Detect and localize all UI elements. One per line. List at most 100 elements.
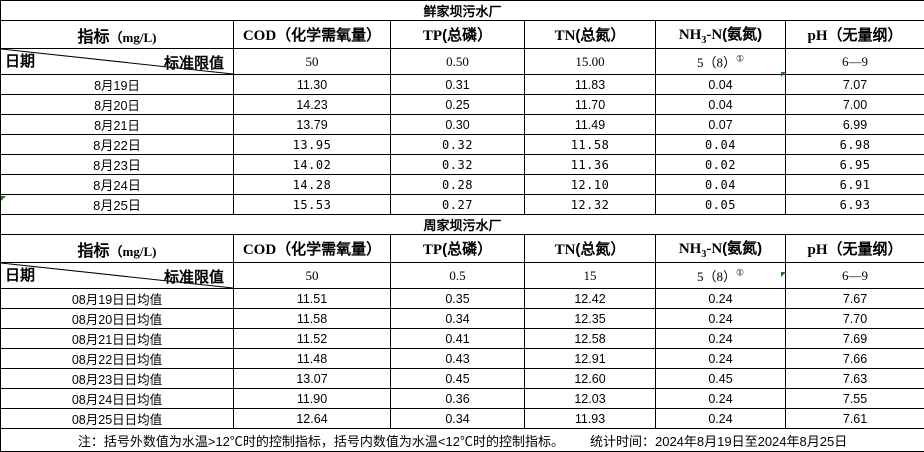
cell-nh3n: 0.04: [656, 95, 786, 115]
cell-ph: 6.93: [786, 195, 924, 215]
limit-nh3n-footnote-marker-1: ①: [736, 54, 744, 64]
cell-ph: 7.00: [786, 95, 924, 115]
cell-ph: 7.70: [786, 309, 924, 329]
table-row: 8月22日 13.95 0.32 11.58 0.04 6.98: [1, 135, 924, 155]
cell-date: 08月24日日均值: [1, 389, 234, 409]
column-header-row-1: 指标（mg/L) COD（化学需氧量） TP(总磷） TN(总氮） NH3-N(…: [1, 21, 924, 49]
cell-date: 8月25日: [1, 195, 234, 215]
table-row: 08月24日日均值 11.90 0.36 12.03 0.24 7.55: [1, 389, 924, 409]
cell-nh3n: 0.24: [656, 389, 786, 409]
cell-tn: 12.91: [525, 349, 656, 369]
limit-axis-label-1: 标准限值: [164, 52, 224, 73]
cell-cod: 13.95: [234, 135, 391, 155]
limit-tn-1: 15.00: [525, 49, 656, 75]
plant-title-1: 鲜家坝污水厂: [1, 1, 924, 21]
cell-tn: 11.70: [525, 95, 656, 115]
limit-cod-1: 50: [234, 49, 391, 75]
cell-tn: 12.03: [525, 389, 656, 409]
cell-nh3n: 0.24: [656, 289, 786, 309]
header-cod-2: COD（化学需氧量）: [234, 235, 391, 263]
cell-tp: 0.31: [391, 75, 525, 95]
cell-cod: 11.58: [234, 309, 391, 329]
cell-ph: 7.67: [786, 289, 924, 309]
cell-cod: 12.64: [234, 409, 391, 429]
standard-limit-row-2: 日期 标准限值 50 0.5 15 5（8）① 6—9: [1, 263, 924, 289]
cell-nh3n: 0.07: [656, 115, 786, 135]
cell-cod: 13.79: [234, 115, 391, 135]
cell-tn: 11.58: [525, 135, 656, 155]
cell-nh3n: 0.24: [656, 349, 786, 369]
cell-nh3n: 0.04: [656, 75, 786, 95]
cell-ph: 7.07: [786, 75, 924, 95]
header-nh3n-2: NH3-N(氨氮): [656, 235, 786, 263]
header-nh3n-cn-1: (氨氮): [722, 26, 762, 43]
cell-tp: 0.41: [391, 329, 525, 349]
limit-tp-2: 0.5: [391, 263, 525, 289]
header-nh3n-cn-2: (氨氮): [722, 240, 762, 257]
cell-cod: 11.52: [234, 329, 391, 349]
index-header-1: 指标（mg/L): [1, 21, 234, 49]
statistics-period: 2024年8月19日至2024年8月25日: [655, 434, 847, 449]
limit-cod-2: 50: [234, 263, 391, 289]
cell-tn: 11.93: [525, 409, 656, 429]
cell-ph: 7.69: [786, 329, 924, 349]
header-tp-cn-2: (总磷）: [442, 241, 492, 258]
cell-date: 08月25日日均值: [1, 409, 234, 429]
header-tn-cn-2: (总氮）: [575, 241, 625, 258]
header-cod-name-1: COD: [243, 28, 276, 44]
cell-cod: 13.07: [234, 369, 391, 389]
limit-nh3n-2: 5（8）①: [656, 263, 786, 289]
limit-nh3n-value-1: 5（8）: [697, 55, 736, 70]
cell-date: 8月21日: [1, 115, 234, 135]
cell-cod: 11.30: [234, 75, 391, 95]
header-tp-cn-1: (总磷）: [442, 27, 492, 44]
header-cod-name-2: COD: [243, 242, 276, 258]
table-row: 8月25日 15.53 0.27 12.32 0.05 6.93: [1, 195, 924, 215]
table-row: 08月22日日均值 11.48 0.43 12.91 0.24 7.66: [1, 349, 924, 369]
index-unit-2: （mg/L): [110, 244, 157, 259]
header-nh3n-name-2: NH3-N: [679, 241, 722, 257]
cell-ph: 7.61: [786, 409, 924, 429]
table-row: 8月24日 14.28 0.28 12.10 0.04 6.91: [1, 175, 924, 195]
cell-tp: 0.43: [391, 349, 525, 369]
table-row: 8月19日 11.30 0.31 11.83 0.04 7.07: [1, 75, 924, 95]
table-row: 8月21日 13.79 0.30 11.49 0.07 6.99: [1, 115, 924, 135]
header-ph-cn-1: （无量纲）: [828, 27, 903, 44]
date-axis-label-2: 日期: [5, 264, 35, 285]
cell-tn: 12.35: [525, 309, 656, 329]
header-nh3n-name-1: NH3-N: [679, 27, 722, 43]
header-cod-cn-2: （化学需氧量）: [276, 241, 381, 258]
limit-tp-1: 0.50: [391, 49, 525, 75]
header-ph-cn-2: （无量纲）: [828, 241, 903, 258]
cell-date: 8月24日: [1, 175, 234, 195]
date-axis-label-1: 日期: [5, 50, 35, 71]
cell-cod: 14.28: [234, 175, 391, 195]
index-unit-1: （mg/L): [110, 30, 157, 45]
header-tn-1: TN(总氮）: [525, 21, 656, 49]
cell-cod: 14.23: [234, 95, 391, 115]
cell-tp: 0.32: [391, 155, 525, 175]
table-row: 8月20日 14.23 0.25 11.70 0.04 7.00: [1, 95, 924, 115]
cell-cod: 15.53: [234, 195, 391, 215]
cell-ph: 7.66: [786, 349, 924, 369]
header-cod-cn-1: （化学需氧量）: [276, 27, 381, 44]
cell-tn: 12.60: [525, 369, 656, 389]
cell-tp: 0.45: [391, 369, 525, 389]
cell-tn: 12.32: [525, 195, 656, 215]
index-header-2: 指标（mg/L): [1, 235, 234, 263]
cell-cod: 11.51: [234, 289, 391, 309]
cell-date: 8月23日: [1, 155, 234, 175]
cell-date: 08月21日日均值: [1, 329, 234, 349]
header-tn-2: TN(总氮）: [525, 235, 656, 263]
column-header-row-2: 指标（mg/L) COD（化学需氧量） TP(总磷） TN(总氮） NH3-N(…: [1, 235, 924, 263]
limit-ph-1: 6—9: [786, 49, 924, 75]
header-tp-2: TP(总磷）: [391, 235, 525, 263]
header-ph-1: pH（无量纲）: [786, 21, 924, 49]
cell-tn: 11.83: [525, 75, 656, 95]
table-row: 08月21日日均值 11.52 0.41 12.58 0.24 7.69: [1, 329, 924, 349]
cell-tn: 12.58: [525, 329, 656, 349]
cell-date: 8月20日: [1, 95, 234, 115]
cell-ph: 6.98: [786, 135, 924, 155]
footnote-text: 注：括号外数值为水温>12℃时的控制指标，括号内数值为水温<12℃时的控制指标。: [78, 434, 564, 449]
